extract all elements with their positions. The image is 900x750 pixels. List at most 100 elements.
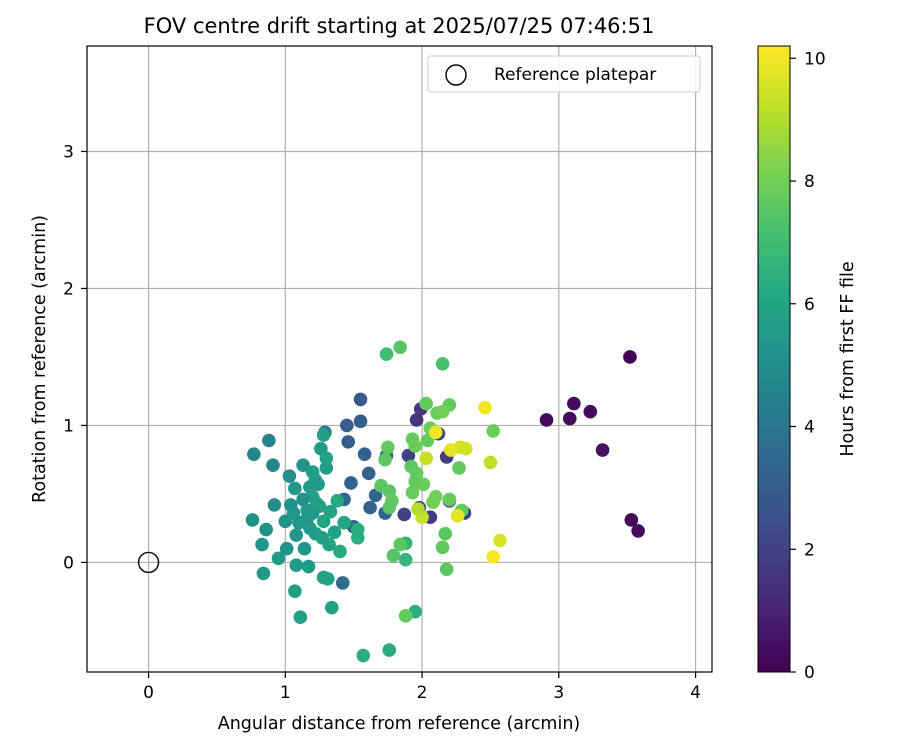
data-point: [315, 530, 330, 545]
data-point: [337, 515, 351, 530]
legend: Reference platepar: [427, 55, 701, 93]
data-point: [408, 474, 423, 489]
data-point: [583, 404, 598, 419]
data-point: [439, 562, 454, 577]
y-tick-label: 2: [63, 279, 74, 299]
colorbar-tick-label: 4: [804, 418, 815, 438]
colorbar-tick-label: 8: [804, 172, 815, 192]
data-point: [293, 610, 308, 625]
data-point: [435, 404, 450, 419]
scatter-points: [245, 340, 645, 663]
colorbar-tick-label: 6: [804, 295, 815, 315]
data-point: [539, 413, 554, 427]
data-point: [288, 481, 302, 496]
data-point: [624, 513, 639, 527]
legend-reference-marker: [445, 64, 467, 86]
data-point: [333, 544, 347, 559]
data-point: [259, 522, 273, 537]
data-point: [255, 537, 269, 552]
x-tick-label: 2: [417, 683, 428, 703]
data-point: [353, 414, 368, 429]
colorbar-gradient: [757, 45, 791, 673]
data-point: [327, 525, 342, 540]
data-point: [353, 392, 368, 407]
data-point: [289, 558, 304, 572]
data-point: [486, 550, 500, 564]
data-point: [393, 340, 407, 355]
data-point: [567, 396, 581, 411]
grid: [87, 46, 712, 672]
data-point: [435, 540, 450, 555]
data-point: [341, 435, 356, 449]
data-point: [409, 413, 424, 427]
legend-box: [427, 55, 701, 93]
data-point: [344, 476, 358, 490]
x-axis-ticks: 0 1 2 3 4: [143, 672, 701, 703]
data-point: [330, 493, 345, 508]
data-point: [320, 572, 335, 586]
data-point: [256, 566, 271, 581]
data-point: [271, 551, 286, 566]
reference-marker-group: [137, 551, 160, 574]
data-point: [452, 461, 466, 475]
data-point: [300, 503, 314, 518]
y-axis-ticks: 0 1 2 3: [63, 142, 87, 573]
data-point: [397, 507, 412, 522]
data-point: [398, 609, 413, 623]
data-point: [262, 433, 276, 448]
data-point: [435, 356, 450, 371]
data-point: [562, 411, 577, 426]
data-point: [420, 433, 435, 448]
data-point: [595, 443, 610, 457]
legend-label: Reference platepar: [494, 65, 656, 85]
data-point: [316, 514, 331, 529]
x-axis-label: Angular distance from reference (arcmin): [218, 714, 581, 734]
data-point: [393, 537, 407, 552]
data-point: [486, 424, 500, 438]
data-point: [361, 466, 376, 481]
data-point: [266, 458, 280, 472]
data-point: [379, 347, 394, 362]
y-tick-label: 0: [63, 553, 74, 573]
data-point: [319, 461, 334, 475]
data-point: [357, 447, 372, 462]
data-point: [309, 496, 324, 511]
data-point: [382, 643, 397, 657]
data-point: [623, 350, 637, 364]
data-point: [459, 441, 473, 456]
data-point: [442, 492, 457, 507]
data-point: [443, 443, 458, 457]
data-point: [323, 504, 338, 519]
data-point: [247, 447, 261, 462]
data-point: [419, 396, 433, 411]
data-point: [303, 521, 317, 535]
data-point: [381, 440, 395, 455]
colorbar-tick-label: 0: [804, 663, 815, 683]
colorbar-tick-label: 10: [804, 49, 826, 69]
x-tick-label: 0: [143, 683, 154, 703]
y-tick-label: 3: [63, 142, 74, 162]
data-point: [301, 559, 316, 574]
data-point: [483, 455, 498, 470]
colorbar-label: Hours from first FF file: [838, 261, 858, 456]
data-point: [419, 451, 433, 466]
data-point: [289, 528, 304, 542]
data-point: [426, 495, 440, 509]
data-point: [305, 465, 320, 479]
data-point: [311, 477, 325, 492]
data-point: [296, 492, 310, 507]
data-point: [325, 600, 339, 615]
data-point: [378, 452, 392, 467]
colorbar: 0 2 4 6 8 10 Hours from first FF file: [757, 45, 858, 683]
data-point: [428, 425, 443, 440]
chart-title: FOV centre drift starting at 2025/07/25 …: [144, 14, 655, 38]
data-point: [450, 509, 465, 523]
data-point: [340, 418, 354, 433]
colorbar-ticks: 0 2 4 6 8 10: [790, 49, 826, 683]
data-point: [438, 526, 453, 541]
data-point: [278, 514, 293, 529]
data-point: [398, 552, 413, 567]
data-point: [411, 502, 425, 516]
data-point: [356, 648, 371, 663]
